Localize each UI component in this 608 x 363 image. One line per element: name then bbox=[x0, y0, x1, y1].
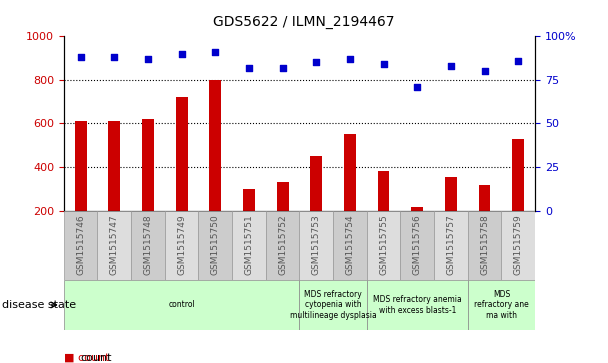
Bar bbox=[468, 211, 502, 280]
Text: GSM1515757: GSM1515757 bbox=[446, 215, 455, 276]
Point bbox=[109, 54, 119, 60]
Text: control: control bbox=[168, 301, 195, 309]
Point bbox=[446, 63, 456, 69]
Bar bbox=[401, 211, 434, 280]
Bar bbox=[176, 97, 187, 211]
Bar bbox=[434, 211, 468, 280]
Text: GSM1515755: GSM1515755 bbox=[379, 215, 388, 276]
Bar bbox=[243, 189, 255, 211]
Text: GSM1515747: GSM1515747 bbox=[110, 215, 119, 276]
Bar bbox=[299, 211, 333, 280]
Text: MDS
refractory ane
ma with: MDS refractory ane ma with bbox=[474, 290, 529, 320]
Bar bbox=[367, 280, 468, 330]
Bar bbox=[198, 211, 232, 280]
Text: MDS refractory
cytopenia with
multilineage dysplasia: MDS refractory cytopenia with multilinea… bbox=[290, 290, 376, 320]
Point bbox=[244, 65, 254, 70]
Bar bbox=[299, 280, 367, 330]
Text: GSM1515758: GSM1515758 bbox=[480, 215, 489, 276]
Bar bbox=[232, 211, 266, 280]
Text: GSM1515756: GSM1515756 bbox=[413, 215, 422, 276]
Bar bbox=[108, 121, 120, 211]
Text: GSM1515754: GSM1515754 bbox=[345, 215, 354, 276]
Bar bbox=[277, 182, 289, 211]
Point bbox=[177, 51, 187, 57]
Bar bbox=[165, 211, 198, 280]
Bar bbox=[478, 185, 491, 211]
Bar bbox=[266, 211, 299, 280]
Point bbox=[345, 56, 355, 62]
Bar bbox=[502, 211, 535, 280]
Text: GSM1515750: GSM1515750 bbox=[211, 215, 220, 276]
Bar bbox=[445, 178, 457, 211]
Text: disease state: disease state bbox=[2, 300, 76, 310]
Point bbox=[513, 58, 523, 64]
Text: GSM1515751: GSM1515751 bbox=[244, 215, 254, 276]
Bar bbox=[333, 211, 367, 280]
Point bbox=[143, 56, 153, 62]
Bar bbox=[209, 80, 221, 211]
Bar bbox=[310, 156, 322, 211]
Bar bbox=[131, 211, 165, 280]
Bar bbox=[142, 119, 154, 211]
Point bbox=[480, 68, 489, 74]
Bar bbox=[97, 211, 131, 280]
Text: GSM1515752: GSM1515752 bbox=[278, 215, 287, 276]
Bar bbox=[412, 207, 423, 211]
Bar bbox=[64, 211, 97, 280]
Bar bbox=[513, 139, 524, 211]
Bar bbox=[64, 280, 299, 330]
Point bbox=[210, 49, 220, 55]
Text: GSM1515746: GSM1515746 bbox=[76, 215, 85, 276]
Text: count: count bbox=[81, 352, 112, 363]
Bar bbox=[344, 134, 356, 211]
Point bbox=[311, 60, 321, 65]
Bar bbox=[468, 280, 535, 330]
Point bbox=[76, 54, 86, 60]
Point bbox=[412, 84, 422, 90]
Bar bbox=[378, 171, 390, 211]
Text: GSM1515749: GSM1515749 bbox=[177, 215, 186, 276]
Text: GSM1515759: GSM1515759 bbox=[514, 215, 523, 276]
Text: GSM1515748: GSM1515748 bbox=[143, 215, 153, 276]
Text: GSM1515753: GSM1515753 bbox=[312, 215, 321, 276]
Point bbox=[379, 61, 389, 67]
Bar bbox=[367, 211, 401, 280]
Text: ■ count: ■ count bbox=[64, 352, 109, 363]
Text: GDS5622 / ILMN_2194467: GDS5622 / ILMN_2194467 bbox=[213, 15, 395, 29]
Text: MDS refractory anemia
with excess blasts-1: MDS refractory anemia with excess blasts… bbox=[373, 295, 461, 315]
Bar bbox=[75, 121, 86, 211]
Point bbox=[278, 65, 288, 70]
